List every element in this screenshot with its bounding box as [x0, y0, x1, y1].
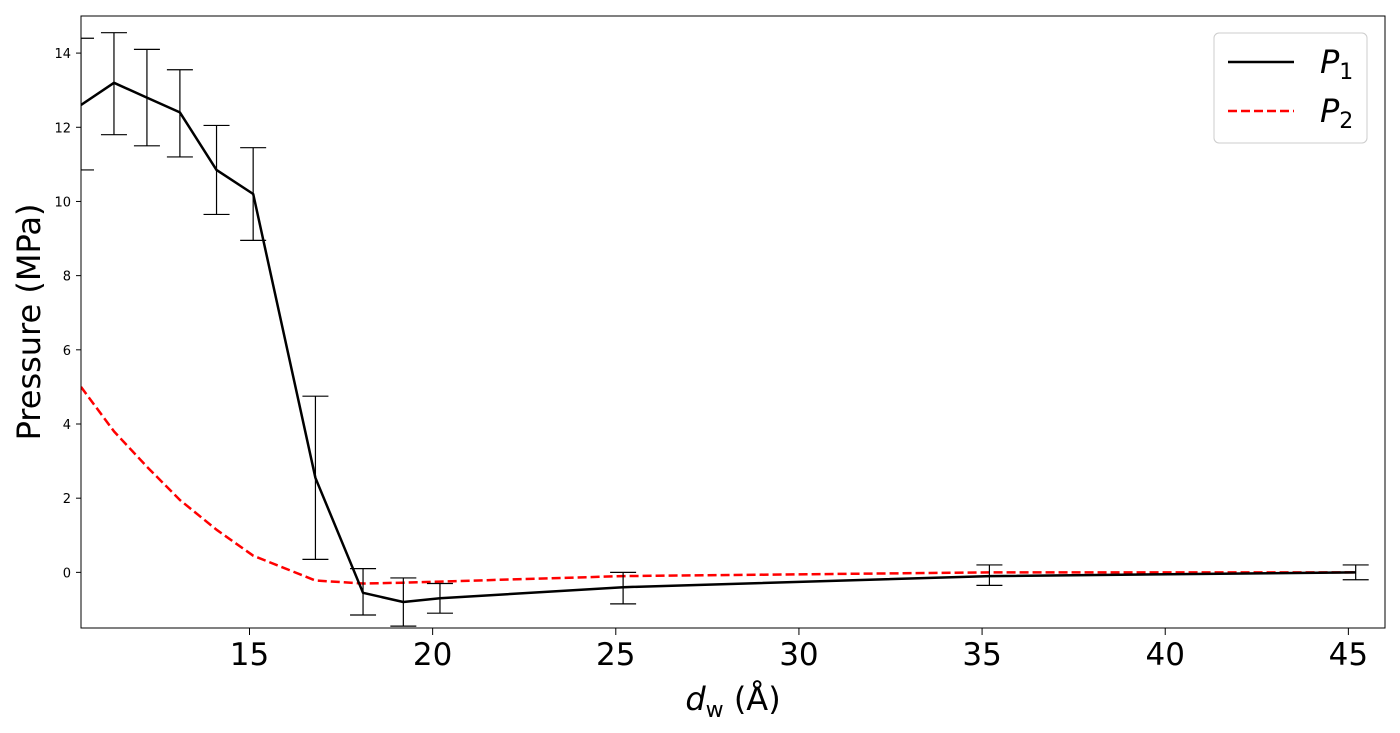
y-tick-label-10: 10 — [54, 195, 71, 210]
x-tick-label-20: 20 — [413, 637, 452, 673]
legend-label-p2: P2 — [1320, 92, 1353, 134]
x-axis-label-sub: w — [706, 698, 724, 723]
x-tick-label-40: 40 — [1145, 637, 1184, 673]
x-axis-label-unit: (Å) — [724, 680, 781, 718]
y-tick-label-14: 14 — [54, 47, 71, 62]
x-tick-label-15: 15 — [230, 637, 269, 673]
y-tick-label-4: 4 — [63, 418, 71, 433]
series-group-1 — [81, 32, 1369, 627]
series-line-2 — [81, 386, 1356, 585]
y-tick-label-6: 6 — [63, 344, 71, 359]
x-tick-label-25: 25 — [596, 637, 635, 673]
series-line-1 — [81, 81, 1356, 604]
plot-frame — [80, 15, 1386, 629]
x-axis-label-main: d — [685, 680, 706, 718]
legend-label-p1: P1 — [1320, 43, 1353, 85]
x-tick-label-35: 35 — [962, 637, 1001, 673]
x-tick-label-30: 30 — [779, 637, 818, 673]
y-tick-label-12: 12 — [54, 121, 71, 136]
y-axis: 0 2 4 6 8 10 12 14 — [54, 47, 81, 581]
y-tick-label-2: 2 — [63, 492, 71, 507]
y-tick-label-0: 0 — [63, 566, 71, 581]
y-axis-label: Pressure (MPa) — [10, 204, 48, 441]
y-tick-label-8: 8 — [63, 270, 71, 285]
x-axis: 15 20 25 30 35 40 45 — [230, 628, 1368, 673]
series-group-2 — [81, 386, 1356, 585]
x-tick-label-45: 45 — [1329, 637, 1368, 673]
x-axis-label: dw (Å) — [685, 680, 780, 723]
legend-frame — [1213, 32, 1368, 144]
legend: P1 P2 — [1213, 32, 1368, 144]
plot-area — [81, 32, 1369, 627]
